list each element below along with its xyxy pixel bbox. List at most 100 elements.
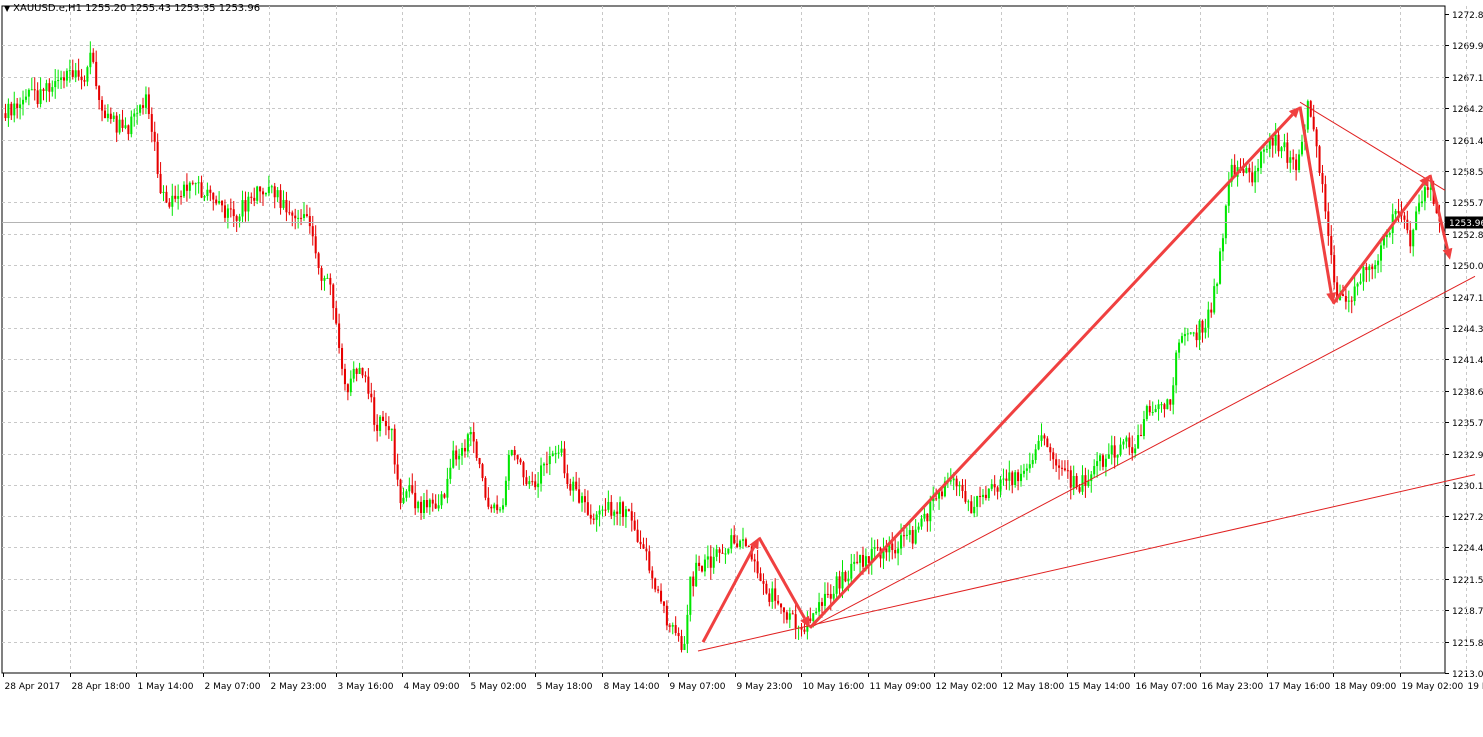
candle-body bbox=[57, 80, 59, 81]
candle-body bbox=[1260, 152, 1262, 168]
candle-body bbox=[581, 496, 583, 503]
candle-body bbox=[1096, 461, 1098, 466]
candle-body bbox=[1160, 404, 1162, 405]
candle-body bbox=[168, 202, 170, 206]
candle-body bbox=[1061, 468, 1063, 469]
candle-body bbox=[923, 514, 925, 519]
candle-body bbox=[1008, 472, 1010, 480]
x-tick-label: 8 May 14:00 bbox=[604, 682, 660, 692]
candle-body bbox=[1292, 157, 1294, 159]
candle-body bbox=[713, 557, 715, 568]
candle-body bbox=[1149, 406, 1151, 412]
candle-body bbox=[209, 190, 211, 193]
candle-body bbox=[587, 502, 589, 515]
candle-body bbox=[1316, 129, 1318, 146]
candle-body bbox=[321, 268, 323, 281]
candle-body bbox=[353, 369, 355, 379]
candle-body bbox=[19, 104, 21, 108]
candle-body bbox=[1278, 135, 1280, 151]
candle-body bbox=[979, 496, 981, 497]
y-tick-label: 1261.40 bbox=[1452, 137, 1483, 147]
x-tick-label: 28 Apr 2017 bbox=[5, 682, 61, 692]
candle-body bbox=[394, 429, 396, 465]
candle-body bbox=[499, 509, 501, 510]
x-tick-label: 10 May 16:00 bbox=[803, 682, 865, 692]
candle-body bbox=[244, 200, 246, 211]
candle-body bbox=[221, 201, 223, 205]
candle-body bbox=[540, 465, 542, 483]
candle-body bbox=[130, 117, 132, 135]
candle-body bbox=[458, 456, 460, 460]
candle-body bbox=[1000, 479, 1002, 491]
candle-body bbox=[1280, 147, 1282, 151]
candle-body bbox=[1251, 172, 1253, 182]
candle-body bbox=[1427, 187, 1429, 190]
candle-body bbox=[985, 495, 987, 498]
candle-body bbox=[1222, 238, 1224, 251]
candle-body bbox=[850, 564, 852, 579]
candle-body bbox=[1172, 385, 1174, 404]
candle-body bbox=[1357, 284, 1359, 287]
candle-body bbox=[1257, 168, 1259, 171]
candle-body bbox=[695, 563, 697, 586]
candle-body bbox=[926, 514, 928, 521]
candle-body bbox=[1248, 168, 1250, 172]
ohlc-label: 1255.20 1255.43 1253.35 1253.96 bbox=[85, 3, 260, 14]
candle-body bbox=[75, 70, 77, 77]
candle-body bbox=[1090, 474, 1092, 481]
candle-body bbox=[1158, 404, 1160, 409]
candle-body bbox=[1412, 230, 1414, 246]
candle-body bbox=[1395, 211, 1397, 214]
candle-body bbox=[935, 498, 937, 499]
candle-body bbox=[300, 218, 302, 219]
candle-body bbox=[654, 578, 656, 589]
candle-body bbox=[762, 581, 764, 584]
candle-body bbox=[1175, 353, 1177, 386]
candle-body bbox=[897, 548, 899, 553]
candle-body bbox=[186, 185, 188, 191]
candle-body bbox=[1207, 310, 1209, 328]
candle-body bbox=[839, 576, 841, 588]
candle-body bbox=[642, 544, 644, 548]
candle-body bbox=[625, 509, 627, 517]
candle-body bbox=[1043, 435, 1045, 438]
y-tick-label: 1264.25 bbox=[1452, 105, 1483, 115]
candle-body bbox=[81, 77, 83, 80]
candle-body bbox=[1216, 284, 1218, 286]
candle-body bbox=[1298, 154, 1300, 170]
candle-body bbox=[1020, 474, 1022, 481]
candle-body bbox=[1105, 459, 1107, 467]
candle-body bbox=[95, 62, 97, 86]
y-tick-label: 1221.55 bbox=[1452, 576, 1483, 586]
candle-body bbox=[956, 479, 958, 487]
candle-body bbox=[1263, 150, 1265, 152]
candle-body bbox=[104, 111, 106, 119]
candle-body bbox=[303, 214, 305, 218]
candle-body bbox=[1108, 454, 1110, 458]
y-tick-label: 1267.10 bbox=[1452, 74, 1483, 84]
symbol-dropdown-icon[interactable]: ▼ bbox=[4, 4, 10, 13]
candle-body bbox=[613, 512, 615, 516]
candle-body bbox=[818, 602, 820, 612]
candle-body bbox=[508, 455, 510, 481]
candle-body bbox=[862, 555, 864, 567]
candle-body bbox=[347, 384, 349, 392]
candle-body bbox=[373, 397, 375, 425]
x-tick-label: 16 May 07:00 bbox=[1136, 682, 1198, 692]
candle-body bbox=[593, 519, 595, 520]
candle-body bbox=[312, 226, 314, 236]
candle-body bbox=[206, 190, 208, 196]
candle-body bbox=[1204, 328, 1206, 333]
candle-body bbox=[101, 100, 103, 111]
y-tick-label: 1218.70 bbox=[1452, 607, 1483, 617]
candle-body bbox=[865, 556, 867, 567]
candle-body bbox=[1421, 201, 1423, 203]
candle-body bbox=[517, 455, 519, 459]
candle-body bbox=[382, 417, 384, 421]
candle-body bbox=[157, 142, 159, 174]
candle-body bbox=[376, 425, 378, 431]
candle-body bbox=[180, 196, 182, 197]
candle-body bbox=[868, 556, 870, 563]
